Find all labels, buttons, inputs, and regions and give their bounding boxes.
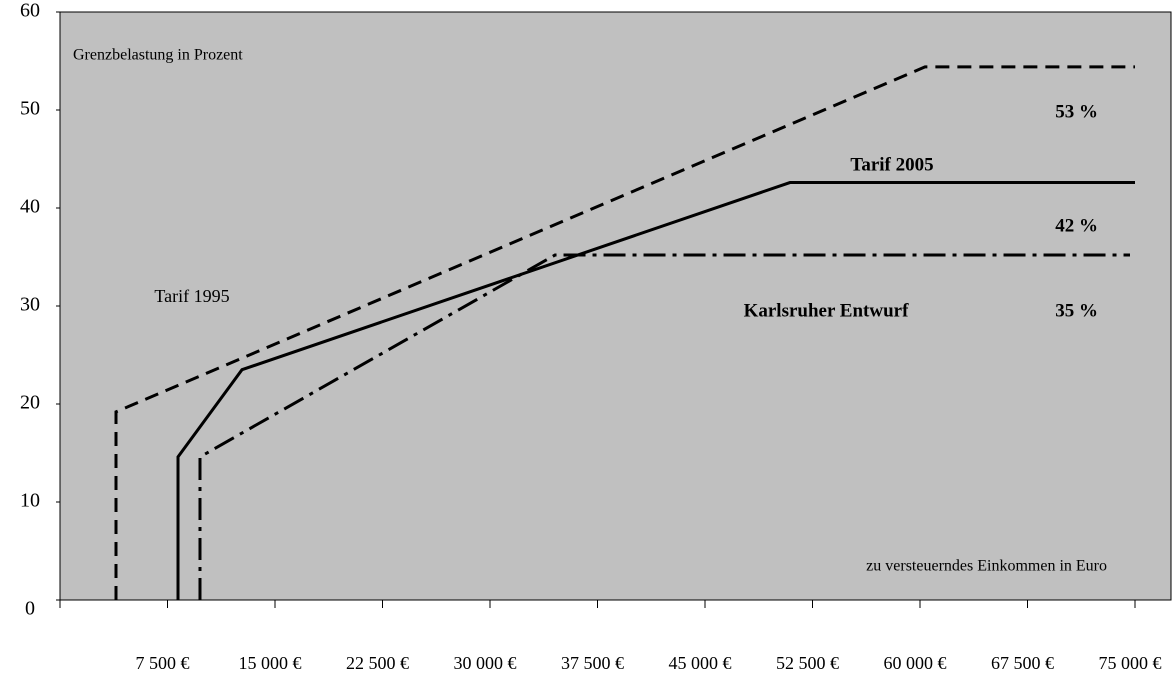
plot-area [59,11,1172,601]
x-tick-label: 52 500 € [776,653,839,673]
y-tick-label: 40 [20,196,40,218]
x-tick-label: 45 000 € [669,653,732,673]
series-label: Karlsruher Entwurf [744,300,910,321]
x-tick-label: 75 000 € [1099,653,1162,673]
annotation: 42 % [1055,215,1098,236]
series-label: Tarif 1995 [154,286,229,306]
x-tick-label: 30 000 € [454,653,517,673]
y-tick-label: 0 [25,598,35,620]
series-line [114,65,1135,600]
series-line [176,181,1135,600]
annotation: 35 % [1055,300,1098,321]
series-label: Tarif 2005 [850,154,933,175]
series-line [198,253,1130,600]
y-tick-label: 30 [20,294,40,316]
y-tick-label: 10 [20,490,40,512]
y-tick-label: 50 [20,98,40,120]
x-tick-label: 7 500 € [136,653,190,673]
x-tick-label: 15 000 € [239,653,302,673]
x-tick-label: 60 000 € [884,653,947,673]
y-tick-label: 60 [20,0,40,22]
x-tick-label: 67 500 € [991,653,1054,673]
annotation: zu versteuerndes Einkommen in Euro [866,558,1107,575]
y-tick-label: 20 [20,392,40,414]
x-tick-label: 22 500 € [346,653,409,673]
annotation: 53 % [1055,101,1098,122]
annotation: Grenzbelastung in Prozent [73,47,243,64]
x-tick-label: 37 500 € [561,653,624,673]
